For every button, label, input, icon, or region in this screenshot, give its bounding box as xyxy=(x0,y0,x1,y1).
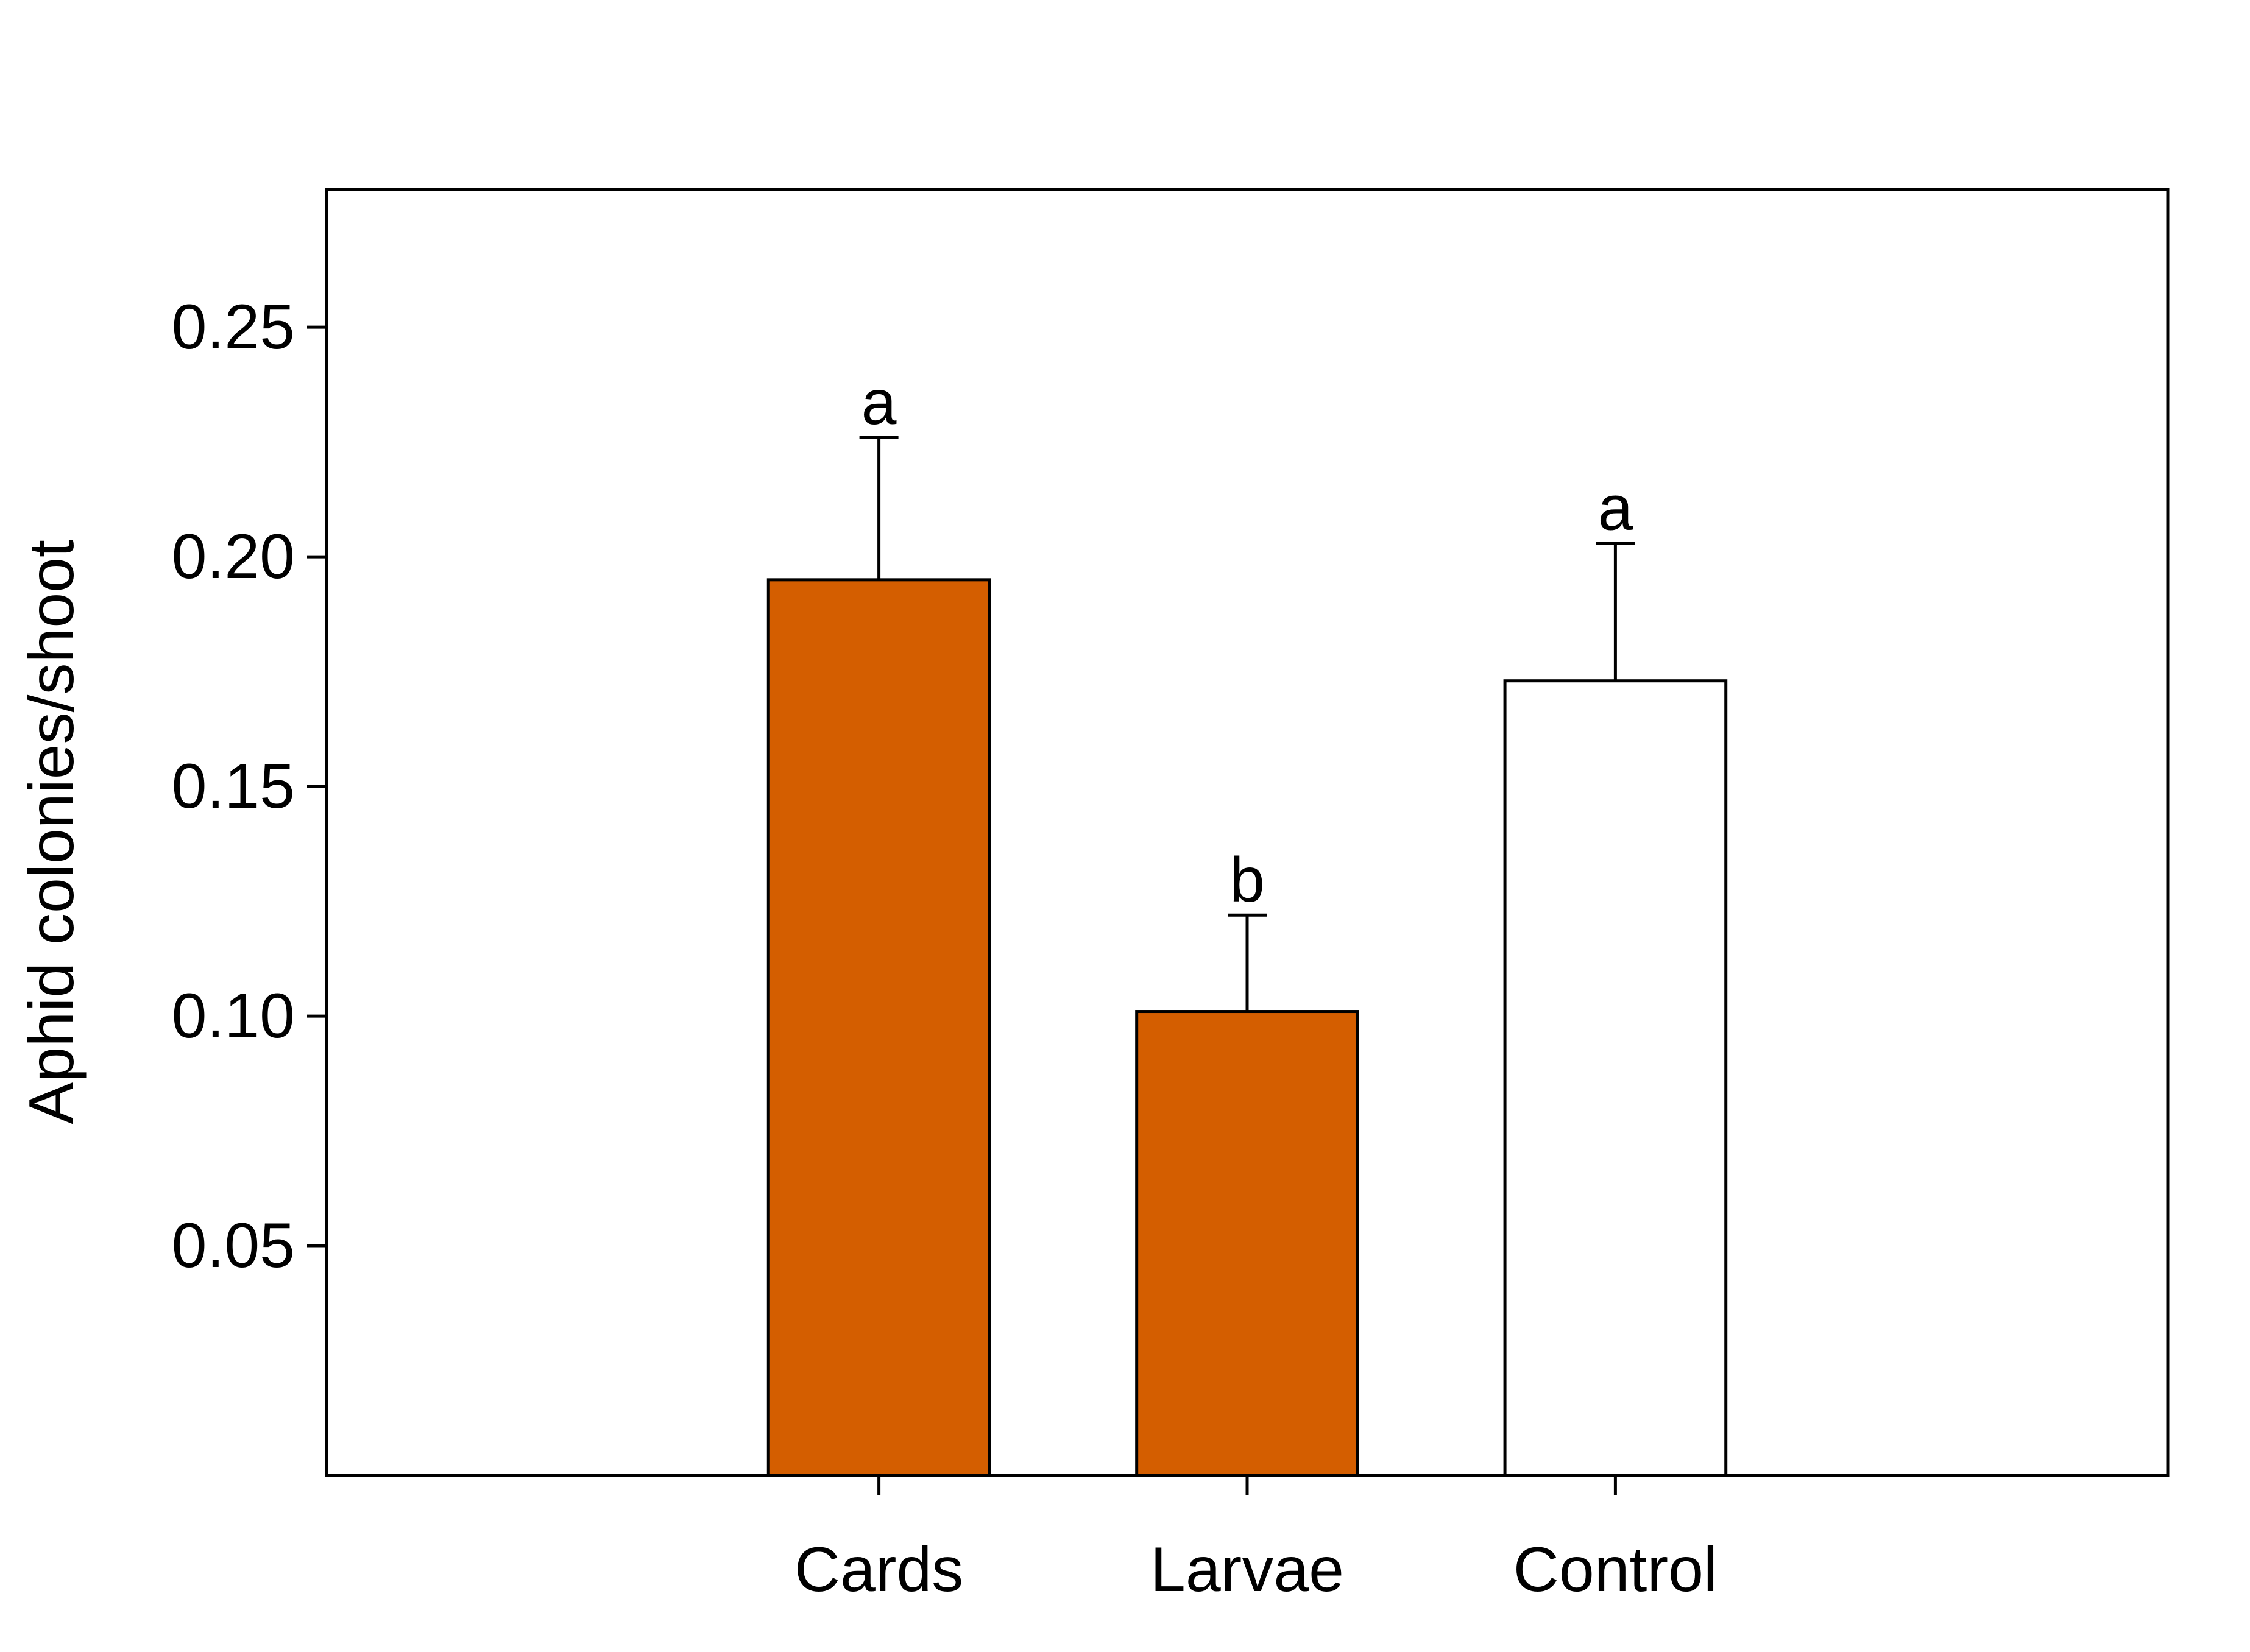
x-axis-ticks: Cards Larvae Control xyxy=(794,1475,1718,1605)
x-category-label: Larvae xyxy=(1150,1534,1344,1605)
x-category-label: Control xyxy=(1513,1534,1718,1605)
bars-group xyxy=(766,578,1728,1477)
bar-larvae xyxy=(1135,1010,1359,1477)
x-category-label: Cards xyxy=(794,1534,963,1605)
error-bars-group: a b a xyxy=(859,367,1635,1012)
y-tick-label: 0.05 xyxy=(172,1210,295,1281)
y-axis-title: Aphid colonies/shoot xyxy=(16,540,87,1124)
y-tick-label: 0.10 xyxy=(172,981,295,1051)
bar-cards xyxy=(766,578,991,1477)
significance-letter: b xyxy=(1229,845,1265,916)
y-tick-label: 0.15 xyxy=(172,751,295,822)
significance-letter: a xyxy=(861,367,897,438)
bar-control xyxy=(1503,679,1728,1477)
significance-letter: a xyxy=(1597,473,1633,544)
y-tick-label: 0.20 xyxy=(172,521,295,592)
y-axis-ticks: 0.05 0.10 0.15 0.20 0.25 xyxy=(172,292,327,1281)
y-tick-label: 0.25 xyxy=(172,292,295,362)
